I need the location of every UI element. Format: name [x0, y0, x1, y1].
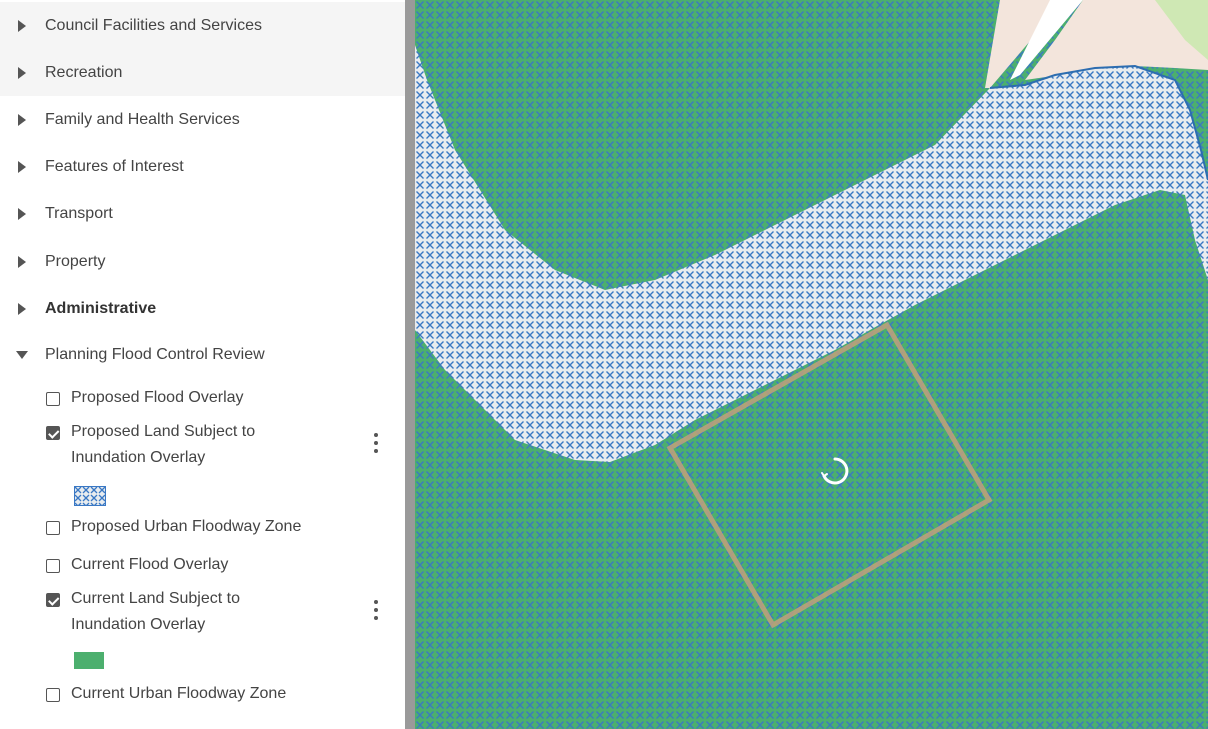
layer-checkbox[interactable]: [46, 593, 60, 607]
caret-right-icon: [18, 302, 26, 315]
layer-checkbox[interactable]: [46, 521, 60, 535]
layer-label: Proposed Urban Floodway Zone: [71, 518, 302, 535]
layer-group-label: Family and Health Services: [45, 110, 240, 128]
caret-down-icon: [16, 350, 28, 359]
caret-right-icon: [18, 66, 26, 79]
loading-spinner-icon: [821, 457, 849, 485]
layer-proposed-lsio[interactable]: Proposed Land Subject to Inundation Over…: [46, 423, 286, 471]
layer-group-planning-flood-control-review[interactable]: Planning Flood Control Review: [0, 331, 405, 378]
selected-property-outline[interactable]: [666, 321, 993, 629]
panel-resize-handle[interactable]: [405, 0, 415, 729]
layer-group-label: Features of Interest: [45, 157, 184, 175]
caret-right-icon: [18, 19, 26, 32]
park-area: [1155, 0, 1208, 60]
more-vert-icon[interactable]: [371, 433, 381, 453]
layer-current-lsio[interactable]: Current Land Subject to Inundation Overl…: [46, 590, 286, 638]
layer-group-administrative[interactable]: Administrative: [0, 285, 405, 332]
layer-checkbox[interactable]: [46, 392, 60, 406]
map-canvas[interactable]: [415, 0, 1208, 729]
layer-label: Proposed Flood Overlay: [71, 389, 244, 406]
layer-proposed-urban-floodway-zone[interactable]: Proposed Urban Floodway Zone: [46, 518, 376, 540]
layer-label: Current Urban Floodway Zone: [71, 685, 287, 702]
layer-label: Current Land Subject to Inundation Overl…: [71, 590, 240, 633]
more-vert-icon[interactable]: [371, 600, 381, 620]
layer-group-transport[interactable]: Transport: [0, 190, 405, 237]
layer-current-flood-overlay[interactable]: Current Flood Overlay: [46, 556, 376, 578]
layer-checkbox[interactable]: [46, 426, 60, 440]
layer-group-label: Recreation: [45, 63, 123, 81]
proposed-lsio-boundary: [989, 64, 1208, 181]
layer-current-urban-floodway-zone[interactable]: Current Urban Floodway Zone: [46, 685, 376, 707]
layer-list-panel: Council Facilities and Services Recreati…: [0, 0, 405, 729]
layer-checkbox[interactable]: [46, 559, 60, 573]
layer-group-council-facilities[interactable]: Council Facilities and Services: [0, 2, 405, 49]
layer-group-property[interactable]: Property: [0, 238, 405, 285]
caret-right-icon: [18, 255, 26, 268]
layer-group-recreation[interactable]: Recreation: [0, 49, 405, 96]
layer-group-family-health[interactable]: Family and Health Services: [0, 96, 405, 143]
layer-group-label: Property: [45, 252, 106, 270]
road: [1025, 0, 1208, 80]
caret-right-icon: [18, 207, 26, 220]
road-edge: [1010, 0, 1083, 80]
layer-group-label: Council Facilities and Services: [45, 16, 262, 34]
layer-group-label: Administrative: [45, 299, 157, 317]
layer-group-label: Transport: [45, 204, 113, 222]
legend-swatch-proposed-lsio: [74, 486, 106, 511]
caret-right-icon: [18, 160, 26, 173]
map-layers: [415, 0, 1208, 729]
layer-label: Proposed Land Subject to Inundation Over…: [71, 423, 256, 466]
layer-label: Current Flood Overlay: [71, 556, 229, 573]
proposed-lsio-area: [415, 45, 1208, 462]
layer-checkbox[interactable]: [46, 688, 60, 702]
layer-proposed-flood-overlay[interactable]: Proposed Flood Overlay: [46, 389, 376, 411]
layer-group-label: Planning Flood Control Review: [45, 345, 265, 363]
caret-right-icon: [18, 113, 26, 126]
legend-swatch-current-lsio: [74, 652, 104, 669]
layer-group-features-of-interest[interactable]: Features of Interest: [0, 143, 405, 190]
